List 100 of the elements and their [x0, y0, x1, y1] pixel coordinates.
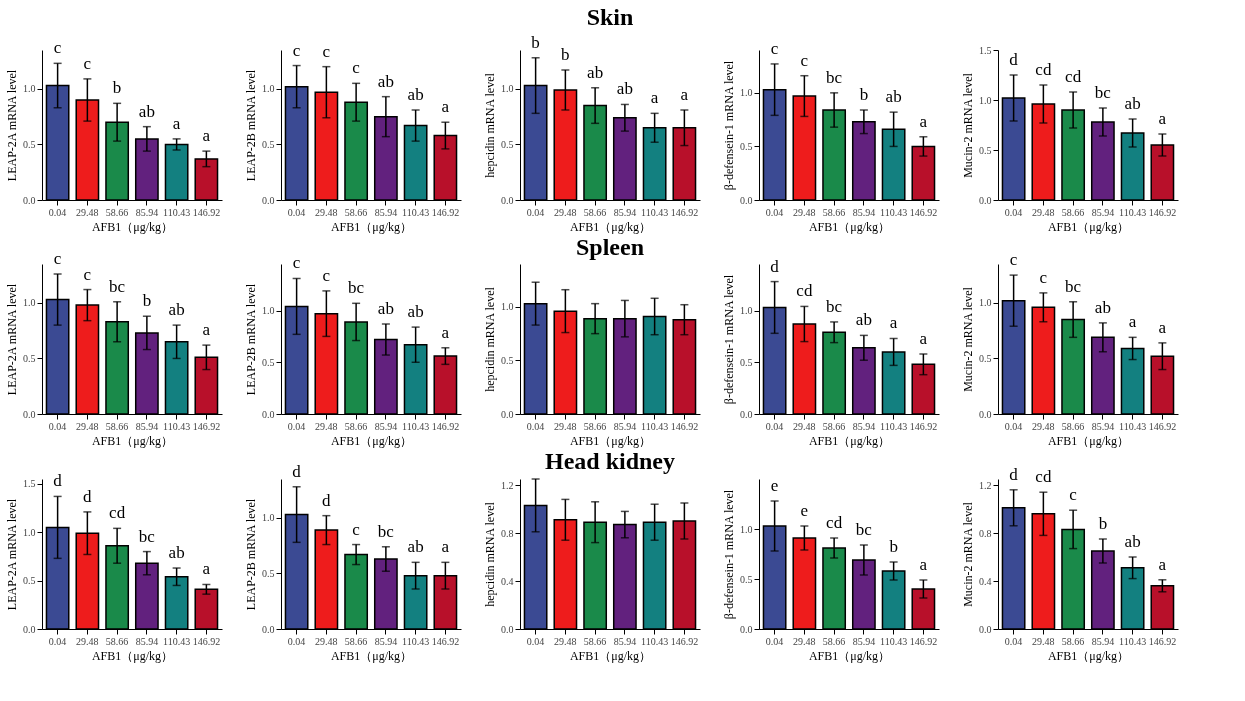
x-tick-label: 85.94 [613, 206, 637, 218]
annotation: ab [407, 85, 424, 104]
annotation: a [202, 559, 211, 579]
x-tick-label: 110.43 [402, 420, 430, 432]
y-axis-title: Mucin-2 mRNA level [961, 72, 975, 178]
x-tick-label: 0.04 [526, 420, 545, 432]
annotation: b [142, 291, 152, 311]
annotation: ab [407, 537, 424, 557]
x-axis-title: AFB1（μg/kg） [330, 648, 413, 663]
x-tick-label: 0.04 [287, 206, 306, 218]
annotation: b [561, 45, 570, 64]
x-tick-label: 85.94 [1091, 420, 1115, 432]
annotation: c [352, 519, 361, 539]
x-tick-label: 29.48 [793, 206, 816, 218]
y-tick-label: 0.5 [23, 352, 36, 364]
y-tick-label: 0.0 [501, 194, 514, 206]
y-tick-label: 0.5 [262, 138, 275, 150]
x-tick-label: 58.66 [105, 206, 129, 218]
y-tick-label: 0.0 [23, 408, 36, 420]
x-tick-label: 110.43 [402, 635, 430, 647]
annotation: bc [1094, 83, 1112, 102]
y-tick-label: 1.0 [262, 83, 275, 95]
x-tick-label: 0.04 [1004, 420, 1023, 432]
y-axis-title: LEAP-2A mRNA level [5, 69, 19, 182]
x-tick-label: 85.94 [852, 206, 876, 218]
x-tick-label: 58.66 [583, 206, 607, 218]
x-tick-label: 29.48 [554, 206, 577, 218]
x-tick-label: 58.66 [583, 420, 607, 432]
x-tick-label: 58.66 [1061, 420, 1085, 432]
annotation: c [352, 58, 361, 78]
y-tick-label: 1.2 [501, 479, 514, 491]
x-tick-label: 58.66 [105, 635, 129, 647]
x-tick-label: 29.48 [76, 635, 99, 647]
annotation: ab [1094, 297, 1111, 317]
y-tick-label: 0.4 [979, 575, 992, 587]
annotation: ab [168, 300, 185, 320]
y-tick-label: 1.0 [740, 523, 753, 535]
x-axis-title: AFB1（μg/kg） [91, 219, 174, 234]
y-tick-label: 1.0 [501, 83, 514, 95]
annotation: a [889, 313, 898, 333]
x-tick-label: 85.94 [135, 635, 159, 647]
annotation: ab [1124, 94, 1141, 113]
x-tick-label: 29.48 [1032, 206, 1055, 218]
x-tick-label: 146.92 [909, 635, 938, 647]
y-tick-label: 0.0 [23, 623, 36, 635]
x-axis-title: AFB1（μg/kg） [91, 433, 174, 448]
annotation: a [1158, 109, 1167, 128]
x-tick-label: 146.92 [670, 206, 699, 218]
x-tick-label: 29.48 [554, 420, 577, 432]
y-axis-title: LEAP-2B mRNA level [244, 498, 258, 611]
annotation: d [83, 486, 93, 506]
x-tick-label: 110.43 [163, 635, 191, 647]
x-tick-label: 110.43 [402, 206, 430, 218]
chart-title: Head kidney [544, 448, 676, 475]
x-tick-label: 85.94 [613, 420, 637, 432]
x-tick-label: 110.43 [880, 420, 908, 432]
x-tick-label: 29.48 [793, 635, 816, 647]
annotation: c [83, 264, 92, 284]
y-tick-label: 1.2 [979, 479, 992, 491]
annotation: cd [796, 281, 813, 301]
annotation: bc [855, 520, 873, 539]
x-tick-label: 0.04 [526, 206, 545, 218]
y-axis-title: β-defensein-1 mRNA level [722, 60, 736, 191]
x-axis-title: AFB1（μg/kg） [569, 219, 652, 234]
y-tick-label: 1.0 [262, 512, 275, 524]
x-tick-label: 0.04 [287, 420, 306, 432]
x-tick-label: 146.92 [192, 635, 221, 647]
annotation: b [1098, 514, 1108, 533]
annotation: ab [1124, 532, 1141, 551]
x-tick-label: 146.92 [670, 420, 699, 432]
annotation: cd [826, 513, 843, 532]
x-tick-label: 58.66 [105, 420, 129, 432]
annotation: c [800, 50, 809, 70]
annotation: ab [616, 79, 633, 99]
annotation: ab [587, 62, 604, 82]
x-axis-title: AFB1（μg/kg） [1047, 219, 1130, 234]
y-tick-label: 0.5 [262, 567, 275, 579]
x-tick-label: 0.04 [1004, 635, 1023, 647]
annotation: d [770, 256, 780, 276]
x-tick-label: 0.04 [48, 206, 67, 218]
x-tick-label: 85.94 [135, 420, 159, 432]
x-axis-title: AFB1（μg/kg） [808, 433, 891, 448]
annotation: a [1158, 554, 1167, 574]
y-tick-label: 1.0 [23, 297, 36, 309]
y-axis-title: LEAP-2B mRNA level [244, 283, 258, 396]
x-tick-label: 146.92 [1148, 206, 1177, 218]
x-tick-label: 0.04 [287, 635, 306, 647]
x-tick-label: 58.66 [822, 206, 846, 218]
chart-title: Spleen [575, 234, 645, 260]
x-tick-label: 58.66 [822, 420, 846, 432]
x-tick-label: 29.48 [1032, 420, 1055, 432]
chart-title: Skin [586, 3, 634, 30]
x-tick-label: 29.48 [554, 635, 577, 647]
y-tick-label: 0.5 [23, 575, 36, 587]
x-tick-label: 146.92 [909, 206, 938, 218]
annotation: ab [407, 302, 424, 322]
annotation: c [770, 38, 779, 58]
y-tick-label: 0.0 [501, 623, 514, 635]
annotation: ab [377, 71, 394, 91]
annotation: a [202, 320, 211, 340]
